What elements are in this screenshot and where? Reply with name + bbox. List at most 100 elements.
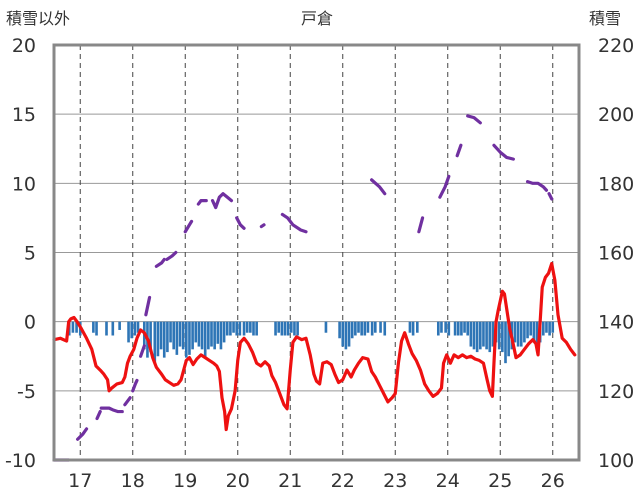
precipitation-bar	[366, 321, 370, 333]
precipitation-bar	[242, 321, 246, 336]
y-right-tick-label: 160	[598, 243, 634, 265]
plot-frame	[52, 43, 581, 462]
snow-depth-segment	[139, 344, 146, 358]
precipitation-bar	[379, 321, 382, 333]
precipitation-bar	[408, 321, 412, 333]
snow-depth-series	[52, 114, 554, 462]
snow-depth-segment	[492, 143, 515, 161]
x-tick-label: 26	[541, 470, 565, 492]
y-right-tick-label: 180	[598, 173, 634, 195]
precipitation-bar	[532, 321, 536, 343]
right-axis-label: 積雪	[589, 9, 621, 28]
precipitation-bar	[252, 321, 255, 336]
precipitation-bar	[456, 321, 460, 336]
precipitation-bar	[95, 321, 98, 336]
precipitation-bar	[444, 321, 447, 333]
precipitation-bar	[350, 321, 354, 339]
precipitation-bar	[169, 321, 172, 343]
precipitation-bar	[181, 321, 185, 350]
snow-depth-segment	[123, 396, 132, 407]
precipitation-bar	[415, 321, 419, 333]
precipitation-bar	[219, 321, 223, 350]
precipitation-bar	[210, 321, 213, 347]
precipitation-bar	[229, 321, 232, 336]
snow-depth-segment	[95, 409, 102, 421]
precipitation-bar	[159, 321, 163, 350]
precipitation-bar	[548, 321, 551, 336]
precipitation-bar	[235, 321, 239, 336]
precipitation-bar	[354, 321, 357, 336]
temperature-series	[52, 261, 577, 432]
precipitation-bar	[541, 321, 545, 336]
precipitation-bar	[200, 321, 204, 350]
x-tick-label: 18	[121, 470, 145, 492]
precipitation-bar	[485, 321, 488, 350]
precipitation-bar	[447, 321, 451, 336]
snow-depth-segment	[259, 223, 266, 229]
chart-title: 戸倉	[301, 9, 333, 28]
precipitation-bar	[460, 321, 463, 336]
x-tick-label: 17	[68, 470, 92, 492]
precipitation-bar	[130, 321, 134, 339]
precipitation-bar	[513, 321, 517, 343]
y-left-tick-label: 0	[24, 312, 36, 334]
right-axis-ticks: 100 120 140 160 180 200 220	[598, 35, 634, 472]
snow-depth-segment	[525, 180, 549, 192]
precipitation-bar	[344, 321, 348, 350]
snow-depth-segment	[235, 216, 246, 230]
precipitation-bar	[178, 321, 182, 347]
snow-depth-segment	[438, 174, 451, 199]
x-tick-label: 25	[488, 470, 512, 492]
left-axis-ticks: -10 -5 0 5 10 15 20	[5, 35, 36, 472]
snow-depth-segment	[196, 199, 208, 206]
y-right-tick-label: 220	[598, 35, 634, 57]
snow-depth-segment	[280, 212, 308, 234]
precipitation-bar	[203, 321, 207, 358]
precipitation-bar	[92, 321, 95, 333]
precipitation-bar	[497, 321, 501, 350]
y-left-tick-label: -10	[5, 450, 36, 472]
precipitation-bar	[225, 321, 229, 336]
y-left-tick-label: 5	[24, 243, 36, 265]
precipitation-bar	[341, 321, 345, 347]
precipitation-bar	[491, 321, 495, 347]
precipitation-bar	[274, 321, 277, 336]
precipitation-bar	[504, 321, 507, 364]
precipitation-bar	[286, 321, 290, 336]
precipitation-bar	[162, 321, 166, 358]
snow-depth-segment	[144, 295, 152, 317]
precipitation-bar	[411, 321, 415, 336]
snow-depth-segment	[131, 378, 139, 393]
precipitation-bar	[238, 321, 242, 336]
precipitation-bar	[373, 321, 377, 333]
precipitation-bar	[216, 321, 220, 344]
precipitation-bar	[324, 321, 328, 333]
y-right-tick-label: 140	[598, 312, 634, 334]
precipitation-bar	[136, 321, 140, 333]
precipitation-bar	[127, 321, 130, 343]
y-right-tick-label: 100	[598, 450, 634, 472]
y-left-tick-label: 20	[12, 35, 36, 57]
precipitation-bar	[75, 321, 78, 333]
precipitation-bar	[357, 321, 360, 333]
x-tick-label: 22	[331, 470, 355, 492]
precipitation-bar	[105, 321, 108, 336]
snow-depth-segment	[99, 406, 124, 414]
precipitation-bar	[526, 321, 529, 339]
precipitation-bar	[501, 321, 504, 353]
x-tick-label: 24	[436, 470, 460, 492]
precipitation-bar	[482, 321, 485, 347]
x-axis-ticks: 17 18 19 20 21 22 23 24 25 26	[68, 470, 565, 492]
precipitation-bar	[213, 321, 216, 350]
precipitation-bar	[188, 321, 191, 355]
precipitation-bar	[172, 321, 176, 350]
precipitation-bar	[296, 321, 299, 336]
precipitation-bar	[232, 321, 235, 333]
precipitation-bar	[153, 321, 157, 364]
precipitation-bar	[149, 321, 152, 353]
precipitation-bar	[71, 321, 75, 333]
snow-depth-segment	[455, 143, 463, 158]
precipitation-bar	[191, 321, 194, 350]
snow-depth-segment	[76, 427, 89, 441]
